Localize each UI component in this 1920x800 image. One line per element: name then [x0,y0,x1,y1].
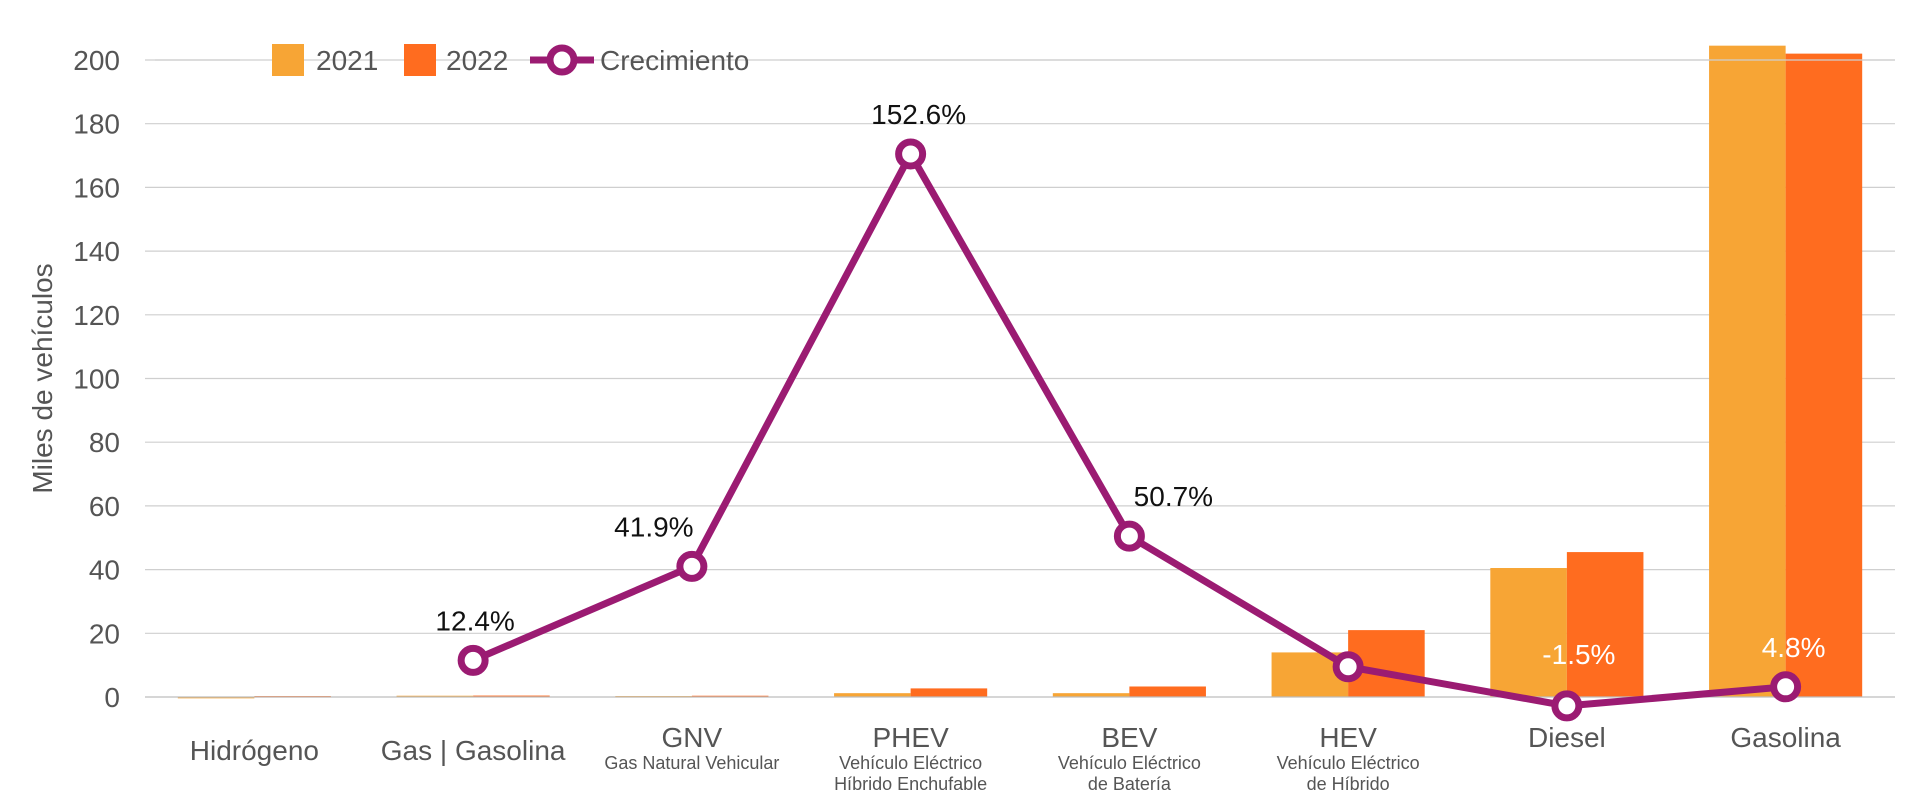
growth-point [457,644,489,676]
growth-point [1332,651,1364,683]
growth-point [895,138,927,170]
y-tick-label: 60 [89,491,120,522]
y-tick-label: 0 [104,682,120,713]
category-label: Hidrógeno [190,735,319,766]
growth-data-label: 152.6% [871,99,966,130]
y-axis-ticks: 0 20 40 60 80 100 120 140 160 180 200 [73,45,120,713]
growth-data-label: 50.7% [1134,481,1213,512]
category-label: PHEV [873,722,950,753]
legend-swatch-2022 [404,44,436,76]
growth-point [1551,690,1583,722]
category-sublabel: Gas Natural Vehicular [604,753,779,773]
y-tick-label: 20 [89,618,120,649]
y-tick-label: 120 [73,300,120,331]
category-label: GNV [662,722,723,753]
bar-2022 [910,688,988,697]
bar-2022 [473,695,550,698]
category-sublabel: Híbrido Enchufable [834,774,987,794]
growth-point [676,550,708,582]
bar-2021 [1490,568,1567,697]
growth-data-label: 12.4% [435,605,514,636]
category-label: HEV [1319,722,1377,753]
y-tick-label: 100 [73,364,120,395]
y-tick-label: 160 [73,172,120,203]
bar-2022 [1129,686,1206,697]
growth-point [1113,520,1145,552]
category-sublabel: Vehículo Eléctrico [1277,753,1420,773]
growth-data-label: 41.9% [614,511,693,542]
legend-marker-crecimiento [546,44,578,76]
legend-swatch-2021 [272,44,304,76]
category-label: Gas | Gasolina [381,735,566,766]
legend-label-crecimiento: Crecimiento [600,45,749,76]
growth-point [1770,671,1802,703]
legend-label-2022: 2022 [446,45,508,76]
category-sublabel: Vehículo Eléctrico [1058,753,1201,773]
category-label: Diesel [1528,722,1606,753]
legend-label-2021: 2021 [316,45,378,76]
bar-2021 [1709,45,1786,698]
category-sublabel: de Híbrido [1307,774,1390,794]
bar-2021 [834,693,911,697]
growth-line: 12.4% 41.9% 152.6% 50.7% -1.5% 4.8% [435,99,1826,722]
y-tick-label: 80 [89,427,120,458]
category-sublabel: de Batería [1088,774,1172,794]
bar-2021 [1052,693,1130,697]
bar-2022 [1566,552,1644,697]
growth-data-label: -1.5% [1542,639,1615,670]
category-label: BEV [1101,722,1157,753]
category-label: Gasolina [1730,722,1841,753]
category-sublabel: Vehículo Eléctrico [839,753,982,773]
y-tick-label: 140 [73,236,120,267]
legend: 2021 2022 Crecimiento [155,44,1895,76]
y-tick-label: 200 [73,45,120,76]
bar-2022 [1785,53,1863,697]
y-tick-label: 180 [73,109,120,140]
growth-data-label: 4.8% [1762,632,1826,663]
bars [177,45,1863,699]
y-axis-label: Miles de vehículos [27,263,58,493]
y-tick-label: 40 [89,555,120,586]
